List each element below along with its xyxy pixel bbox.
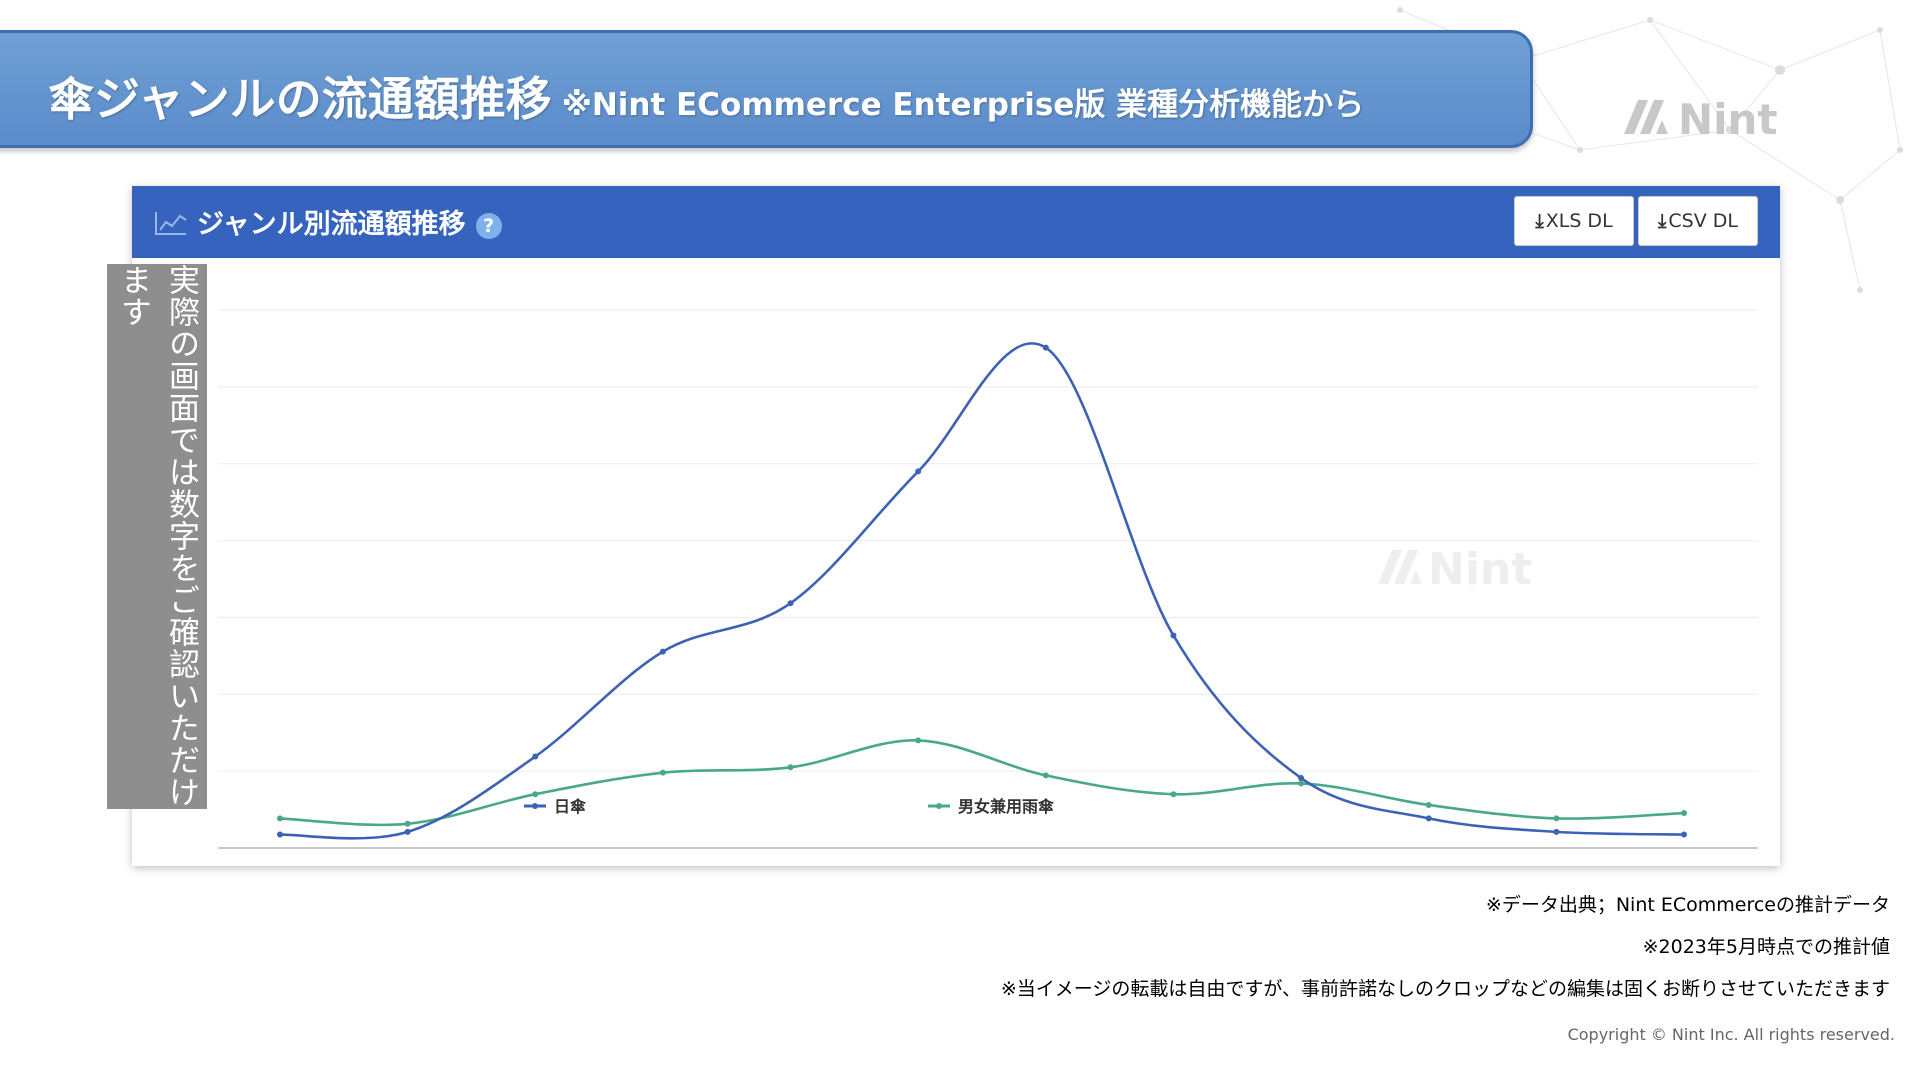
chart-panel: ジャンル別流通額推移? ⤓XLS DL ⤓CSV DL Nint 2022012… [132, 186, 1780, 866]
data-point[interactable] [659, 769, 666, 776]
page-subtitle: ※Nint ECommerce Enterprise版 業種分析機能から [561, 87, 1365, 123]
line-chart: Nint 20220120220220220320220420220520220… [218, 309, 1758, 866]
data-point[interactable] [532, 791, 539, 798]
data-point[interactable] [1298, 780, 1305, 787]
csv-download-button[interactable]: ⤓ CSV DL [1638, 196, 1758, 246]
series-lines [277, 342, 1687, 840]
x-tick-label: 202210 [1398, 863, 1459, 866]
legend: 日傘 男女兼用雨傘 [524, 797, 1055, 816]
data-point[interactable] [1298, 775, 1305, 782]
chart-watermark: Nint [1378, 544, 1532, 595]
data-point[interactable] [532, 753, 539, 760]
data-point[interactable] [1553, 828, 1560, 835]
legend-marker [532, 803, 538, 809]
data-point[interactable] [1042, 772, 1049, 779]
data-point[interactable] [915, 737, 922, 744]
note-reuse-policy: ※当イメージの転載は自由ですが、事前許諾なしのクロップなどの編集は固くお断りさせ… [1000, 978, 1890, 1000]
data-point[interactable] [277, 815, 283, 822]
overlay-notice-text: 実際の画面では数字をご確認いただけます [115, 264, 199, 808]
x-axis: 202201 202202 202203 202204 202205 202206 2022… [218, 847, 1758, 866]
nint-logo: Nint [1624, 95, 1778, 142]
data-point[interactable] [1553, 815, 1560, 822]
data-point[interactable] [1425, 815, 1432, 822]
chart-panel-header: ジャンル別流通額推移? ⤓ XLS DL ⤓ CSV DL [132, 186, 1780, 258]
page-title-text: 傘ジャンルの流通額推移 [48, 72, 552, 126]
data-point[interactable] [404, 820, 411, 827]
data-point[interactable] [1170, 632, 1177, 639]
series-line-1 [279, 739, 1685, 827]
download-icon: ⤓ [1658, 210, 1667, 232]
xls-download-button[interactable]: ⤓ XLS DL [1514, 196, 1634, 246]
legend-label[interactable]: 日傘 [554, 797, 587, 816]
x-tick-label: 202204 [632, 863, 693, 866]
download-icon: ⤓ [1535, 210, 1544, 232]
legend-marker [936, 803, 942, 809]
overlay-notice: 実際の画面では数字をご確認いただけます [107, 264, 207, 809]
x-tick-label: 202209 [1271, 863, 1332, 866]
data-point[interactable] [787, 764, 794, 771]
chart-panel-title: ジャンル別流通額推移? [197, 202, 502, 241]
x-tick-label: 202208 [1143, 863, 1204, 866]
nint-logo-text: Nint [1678, 95, 1778, 142]
chart-panel-title-text: ジャンル別流通額推移 [197, 209, 466, 240]
help-icon[interactable]: ? [475, 212, 502, 239]
x-tick-label: 202212 [1653, 863, 1714, 866]
x-tick-label: 202203 [505, 863, 566, 866]
x-tick-label: 202207 [1015, 863, 1076, 866]
data-point[interactable] [277, 831, 283, 838]
data-point[interactable] [659, 648, 666, 655]
data-point[interactable] [404, 828, 411, 835]
x-tick-label: 202202 [377, 863, 438, 866]
grid-lines [218, 309, 1758, 772]
data-point[interactable] [1170, 791, 1177, 798]
chart-watermark-text: Nint [1428, 544, 1532, 595]
data-point[interactable] [1425, 801, 1432, 808]
data-point[interactable] [1681, 810, 1687, 817]
title-banner: 傘ジャンルの流通額推移 ※Nint ECommerce Enterprise版 業… [0, 30, 1533, 148]
x-tick-label: 202206 [888, 863, 949, 866]
x-tick-label: 202201 [249, 863, 310, 866]
data-point[interactable] [1681, 831, 1687, 838]
data-point[interactable] [915, 468, 922, 475]
note-data-source: ※データ出典；Nint ECommerceの推計データ [1485, 894, 1890, 916]
legend-label[interactable]: 男女兼用雨傘 [958, 797, 1055, 816]
data-point[interactable] [787, 600, 794, 607]
xls-download-label: XLS DL [1545, 210, 1613, 232]
note-estimate-date: ※2023年5月時点での推計値 [1642, 936, 1890, 958]
x-tick-label: 202211 [1526, 863, 1587, 866]
line-chart-icon [155, 212, 187, 235]
data-point[interactable] [1042, 344, 1049, 351]
x-tick-label: 202205 [760, 863, 821, 866]
page-title: 傘ジャンルの流通額推移 ※Nint ECommerce Enterprise版 業… [48, 63, 1364, 129]
copyright-text: Copyright © Nint Inc. All rights reserve… [1567, 1025, 1895, 1044]
csv-download-label: CSV DL [1668, 210, 1738, 232]
